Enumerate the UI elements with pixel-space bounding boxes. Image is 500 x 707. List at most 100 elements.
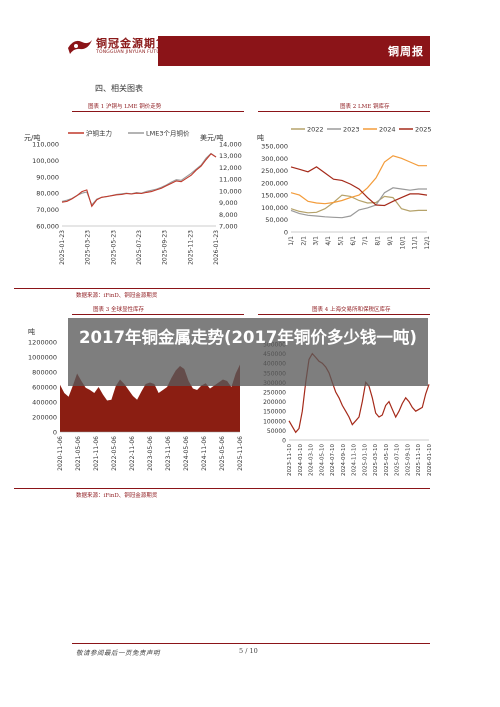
y-tick-label: 150000 (263, 409, 286, 416)
x-tick-label: 2/1 (300, 236, 307, 246)
figure-2-rule (258, 111, 430, 112)
x-tick-label: 2020-11-06 (57, 436, 64, 471)
y-tick-label: 600000 (32, 384, 57, 392)
left-axis-unit: 元/吨 (24, 133, 40, 142)
company-logo: 铜冠金源期货 TONGGUAN JINYUAN FUTURES (66, 32, 236, 62)
x-tick-label: 2025-05-10 (384, 444, 390, 476)
lme-inventory-chart: 吨 2022 2023 2024 2025 0 50,000 100,000 150,000 20… (257, 126, 432, 250)
series-line-2023 (290, 187, 427, 219)
y-right-tick-label: 13,000 (219, 152, 242, 160)
header-banner: 铜周报 (158, 36, 430, 66)
legend-label-2022: 2022 (307, 126, 324, 134)
y-tick-label: 200000 (263, 399, 286, 406)
y-tick-label: 150,000 (261, 192, 288, 200)
y-right-tick-label: 14,000 (219, 141, 242, 149)
logo-english: TONGGUAN JINYUAN FUTURES (96, 50, 170, 55)
x-tick-label: 2025-11-10 (416, 444, 422, 476)
y-right-tick-label: 12,000 (219, 164, 242, 172)
legend-label-2024: 2024 (379, 126, 396, 134)
y-left-tick-label: 60,000 (36, 223, 59, 231)
x-tick-label: 2025-11-23 (187, 230, 194, 265)
y-axis-unit: 吨 (28, 327, 35, 336)
x-tick-label: 2025-09-23 (162, 230, 169, 265)
x-tick-label: 2024-07-10 (330, 444, 336, 476)
y-tick-label: 800000 (32, 369, 57, 377)
y-tick-label: 250000 (263, 390, 286, 397)
copper-price-chart: 元/吨 美元/吨 沪铜主力 LME3个月铜价 60,000 70,000 80,000 90,… (24, 129, 242, 265)
footer-disclaimer: 敬请参阅最后一页免责声明 (76, 649, 160, 657)
x-tick-label: 1/1 (288, 236, 295, 246)
report-title: 铜周报 (388, 45, 424, 58)
x-tick-label: 2024-11-06 (201, 436, 208, 471)
figure-1-caption: 图表 1 沪铜与 LME 铜价走势 (88, 104, 162, 110)
legend-label-2025: 2025 (415, 126, 432, 134)
x-tick-label: 2025-03-23 (85, 230, 92, 265)
logo-emblem-icon (68, 40, 92, 54)
y-left-tick-label: 70,000 (36, 206, 59, 214)
x-tick-label: 2024-03-10 (309, 444, 315, 476)
x-tick-label: 2025-07-10 (395, 444, 401, 476)
y-tick-label: 350,000 (261, 143, 288, 151)
figure-1-rule (72, 111, 244, 112)
x-tick-label: 7/1 (362, 236, 369, 246)
y-tick-label: 200000 (32, 414, 57, 422)
legend-label-0: 沪铜主力 (86, 129, 112, 138)
x-tick-label: 2026-01-10 (427, 444, 433, 476)
x-tick-label: 2025-01-23 (59, 230, 66, 265)
y-axis-unit: 吨 (257, 133, 264, 142)
x-tick-label: 4/1 (325, 236, 332, 246)
x-tick-label: 2022-11-06 (129, 436, 136, 471)
global-inventory-chart: 吨 0 200000 400000 600000 800000 1000000 1200000… (28, 327, 244, 471)
legend-label-2023: 2023 (343, 126, 360, 134)
y-right-tick-label: 9,000 (219, 199, 238, 207)
x-tick-label: 8/1 (375, 236, 382, 246)
y-right-tick-label: 10,000 (219, 187, 242, 195)
x-tick-label: 2021-05-06 (75, 436, 82, 471)
y-tick-label: 200,000 (261, 179, 288, 187)
y-tick-label: 1200000 (28, 339, 57, 347)
y-left-tick-label: 80,000 (36, 190, 59, 198)
y-tick-label: 0 (53, 429, 57, 437)
x-tick-label: 2024-05-06 (183, 436, 190, 471)
section-title: 四、相关图表 (95, 84, 143, 93)
x-tick-label: 6/1 (350, 236, 357, 246)
x-tick-label: 2025-05-23 (110, 230, 117, 265)
y-tick-label: 300,000 (261, 155, 288, 163)
article-title-overlay: 2017年铜金属走势(2017年铜价多少钱一吨) (68, 318, 428, 386)
figure-4-rule (258, 314, 430, 315)
legend-label-1: LME3个月铜价 (146, 129, 190, 138)
source-rule-top (14, 288, 430, 289)
x-tick-label: 2024-05-10 (319, 444, 325, 476)
y-right-tick-label: 7,000 (219, 223, 238, 231)
y-tick-label: 100000 (263, 418, 286, 425)
y-tick-label: 1000000 (28, 354, 57, 362)
x-tick-label: 2021-11-06 (93, 436, 100, 471)
x-tick-label: 2026-01-23 (213, 230, 220, 265)
x-tick-label: 3/1 (313, 236, 320, 246)
x-tick-label: 2023-05-06 (147, 436, 154, 471)
y-left-tick-label: 100,000 (32, 157, 59, 165)
y-tick-label: 250,000 (261, 167, 288, 175)
figure-4-caption: 图表 4 上海交易所和保税区库存 (312, 307, 391, 313)
series-line-lme (61, 152, 217, 206)
y-tick-label: 100,000 (261, 204, 288, 212)
series-line-2022 (290, 194, 427, 214)
article-title: 2017年铜金属走势(2017年铜价多少钱一吨) (79, 328, 417, 347)
source-rule-bottom (14, 488, 430, 489)
x-tick-label: 2024-09-10 (341, 444, 347, 476)
y-tick-label: 50000 (267, 428, 286, 435)
series-line-2024 (290, 155, 427, 205)
figure-2-caption: 图表 2 LME 铜库存 (340, 104, 390, 110)
series-line-shfe (61, 153, 217, 208)
figure-3-source: 数据来源：iFinD、铜冠金源期货 (76, 493, 158, 499)
x-tick-label: 2025-07-23 (136, 230, 143, 265)
page-header: 铜冠金源期货 TONGGUAN JINYUAN FUTURES 铜周报 (0, 0, 500, 70)
y-tick-label: 0 (282, 438, 286, 445)
x-tick-label: 2025-11-06 (237, 436, 244, 471)
logo-name: 铜冠金源期货 (96, 37, 168, 50)
x-tick-label: 12/1 (424, 236, 431, 250)
page-number: 5 / 10 (239, 647, 258, 655)
figure-3-rule (72, 314, 244, 315)
figure-3-caption: 图表 3 全球显性库存 (93, 307, 144, 313)
x-tick-label: 11/1 (412, 236, 419, 250)
